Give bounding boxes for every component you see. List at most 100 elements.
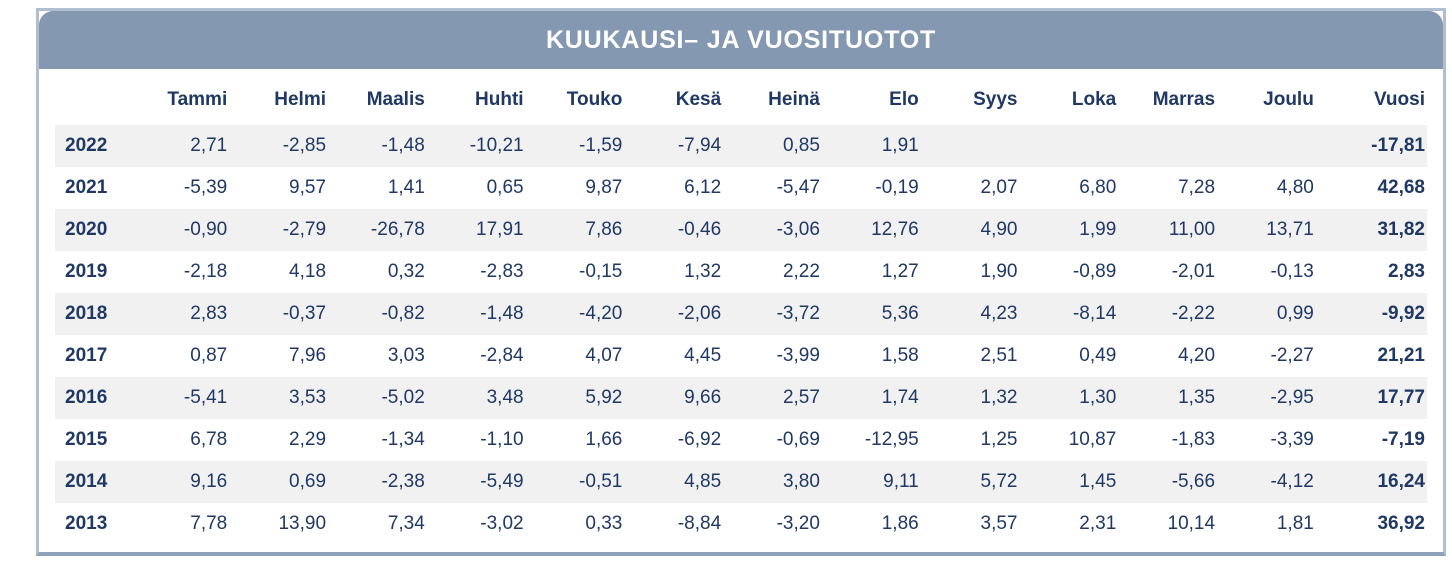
annual-total-cell: 21,21 [1377,345,1425,366]
return-value-cell: -5,39 [183,177,228,198]
return-value-cell: 3,48 [426,377,526,419]
month-column-header: Elo [889,89,919,110]
month-column-header: Heinä [768,89,820,110]
return-value-cell: 1,30 [1019,377,1119,419]
return-value-cell: 3,03 [387,345,425,366]
return-value-cell: -0,51 [525,461,625,503]
return-value-cell: -26,78 [328,209,427,251]
return-value-cell: 2,57 [723,377,822,419]
month-column-header: Tammi [167,89,228,110]
return-value-cell: -8,14 [1019,293,1119,335]
return-value-cell: -3,20 [776,513,820,534]
year-cell: 2020 [55,209,131,251]
return-value-cell: 12,76 [821,209,921,251]
return-value-cell: 2,51 [980,345,1018,366]
return-value-cell: -0,90 [130,209,230,251]
table-row: 2016 -5,41 3,53 -5,02 3,48 5,92 9,66 2,57 1,74 1,… [55,377,1427,419]
annual-total-cell: 2,83 [1388,261,1425,282]
year-cell: 2022 [55,125,131,167]
return-value-cell: 1,86 [881,513,919,534]
return-value-cell: -0,46 [624,209,724,251]
return-value-cell: -2,01 [1171,261,1216,282]
return-value-cell: 0,49 [1079,345,1117,366]
year-cell: 2021 [65,177,108,198]
return-value-cell: 17,91 [426,209,526,251]
table-row: 2018 2,83 -0,37 -0,82 -1,48 -4,20 -2,06 -3,72 5,… [55,293,1427,335]
return-value-cell: 1,90 [980,261,1018,282]
table-row: 2015 6,78 2,29 -1,34 -1,10 1,66 -6,92 -0,69 -12,… [55,419,1427,461]
annual-total-cell: -7,19 [1381,429,1425,450]
annual-total-cell: -9,92 [1315,293,1427,335]
table-title: KUUKAUSI– JA VUOSITUOTOT [545,25,937,54]
month-column-header: Kesä [675,89,722,110]
return-value-cell: 11,00 [1118,209,1218,251]
return-value-cell: -2,79 [229,209,329,251]
return-value-cell: -0,37 [229,293,329,335]
return-value-cell: 1,27 [881,261,919,282]
return-value-cell: -1,83 [1171,429,1216,450]
return-value-cell: -2,95 [1217,377,1316,419]
return-value-cell: 7,96 [289,345,327,366]
return-value-cell: -1,48 [328,125,427,167]
return-value-cell [1217,125,1316,167]
return-value-cell: 0,65 [486,177,524,198]
month-column-header: Touko [566,89,623,110]
return-value-cell: 2,71 [130,125,230,167]
month-column-header: Maalis [366,89,425,110]
return-value-cell: -3,02 [480,513,524,534]
year-cell: 2014 [55,461,131,503]
return-value-cell: 2,31 [1079,513,1117,534]
return-value-cell: -2,18 [183,261,228,282]
return-value-cell: -12,95 [864,429,919,450]
return-value-cell: 4,07 [585,345,623,366]
return-value-cell: 2,07 [980,177,1018,198]
return-value-cell: 13,90 [278,513,327,534]
return-value-cell: 10,14 [1167,513,1216,534]
annual-total-cell: -17,81 [1315,125,1427,167]
return-value-cell: -4,20 [525,293,625,335]
table-row: 2014 9,16 0,69 -2,38 -5,49 -0,51 4,85 3,80 9,11 5… [55,461,1427,503]
return-value-cell: -3,72 [723,293,822,335]
return-value-cell: 4,85 [624,461,724,503]
month-column-header: Huhti [475,89,524,110]
year-cell: 2018 [55,293,131,335]
month-column-header: Syys [973,89,1018,110]
return-value-cell: -3,99 [776,345,820,366]
return-value-cell: 1,91 [821,125,921,167]
return-value-cell: 3,80 [723,461,822,503]
return-value-cell: -2,84 [480,345,524,366]
return-value-cell: 4,23 [920,293,1020,335]
table-container: Tammi Helmi Maalis Huhti Touko Kesä Heinä Elo Sy… [39,69,1443,551]
return-value-cell: -2,27 [1270,345,1314,366]
return-value-cell: -1,48 [426,293,526,335]
return-value-cell: 7,86 [525,209,625,251]
return-value-cell: 0,33 [585,513,623,534]
return-value-cell: 1,32 [920,377,1020,419]
return-value-cell: 1,58 [881,345,919,366]
return-value-cell: 3,53 [229,377,329,419]
return-value-cell: -1,59 [525,125,625,167]
return-value-cell: -0,13 [1270,261,1314,282]
month-column-header: Joulu [1263,89,1314,110]
year-cell: 2013 [65,513,108,534]
returns-panel: KUUKAUSI– JA VUOSITUOTOT Tammi Helmi Maali… [36,8,1446,556]
return-value-cell: 7,34 [387,513,425,534]
table-row: 2019 -2,18 4,18 0,32 -2,83 -0,15 1,32 2,22 1,27 1… [55,251,1427,293]
return-value-cell: 1,66 [585,429,623,450]
return-value-cell: 9,11 [821,461,921,503]
return-value-cell: 4,80 [1276,177,1314,198]
return-value-cell: 2,29 [289,429,327,450]
return-value-cell: -3,39 [1270,429,1314,450]
table-row: 2017 0,87 7,96 3,03 -2,84 4,07 4,45 -3,99 1,58 2,… [55,335,1427,377]
return-value-cell [1118,125,1218,167]
return-value-cell: -0,82 [328,293,427,335]
return-value-cell: -4,12 [1217,461,1316,503]
return-value-cell: 5,36 [821,293,921,335]
annual-total-cell: 16,24 [1315,461,1427,503]
return-value-cell: 6,78 [190,429,228,450]
return-value-cell: 9,66 [624,377,724,419]
return-value-cell: -5,66 [1118,461,1218,503]
return-value-cell: 1,41 [387,177,425,198]
return-value-cell: -2,83 [480,261,524,282]
return-value-cell: -5,49 [426,461,526,503]
